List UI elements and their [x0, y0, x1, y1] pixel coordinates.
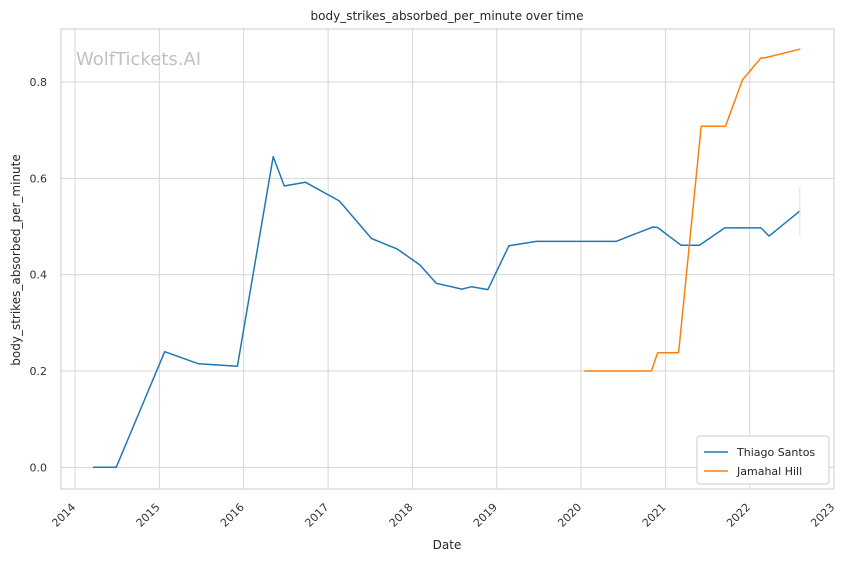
legend-label-thiago-santos: Thiago Santos — [736, 446, 815, 459]
plot-background — [61, 29, 834, 489]
y-tick-label: 0.0 — [30, 461, 48, 474]
legend: Thiago Santos Jamahal Hill — [696, 435, 830, 485]
series-line-jamahal-hill — [584, 48, 801, 372]
watermark-text: WolfTickets.AI — [76, 49, 201, 70]
x-tick-label: 2019 — [471, 501, 500, 530]
x-tick-label: 2018 — [387, 501, 416, 530]
chart-title: body_strikes_absorbed_per_minute over ti… — [311, 9, 584, 23]
series-lines — [92, 48, 801, 469]
tick-labels: 2014 2015 2016 2017 2018 2019 2020 2021 2022 2023… — [30, 76, 838, 530]
x-tick-label: 2020 — [555, 501, 584, 530]
x-tick-label: 2014 — [49, 501, 78, 530]
x-axis-label: Date — [433, 538, 462, 552]
x-tick-label: 2022 — [724, 501, 753, 530]
x-tick-label: 2017 — [302, 501, 331, 530]
y-tick-label: 0.4 — [30, 269, 48, 282]
y-tick-label: 0.2 — [30, 365, 48, 378]
plot-frame — [60, 28, 835, 490]
x-tick-label: 2015 — [134, 501, 163, 530]
x-tick-label: 2023 — [808, 501, 837, 530]
y-axis-label: body_strikes_absorbed_per_minute — [9, 154, 23, 365]
x-tick-label: 2021 — [640, 501, 669, 530]
y-tick-label: 0.6 — [30, 172, 48, 185]
legend-box — [696, 435, 830, 485]
y-tick-label: 0.8 — [30, 76, 48, 89]
series-line-thiago-santos — [92, 155, 801, 469]
x-tick-label: 2016 — [218, 501, 247, 530]
legend-label-jamahal-hill: Jamahal Hill — [736, 465, 802, 478]
